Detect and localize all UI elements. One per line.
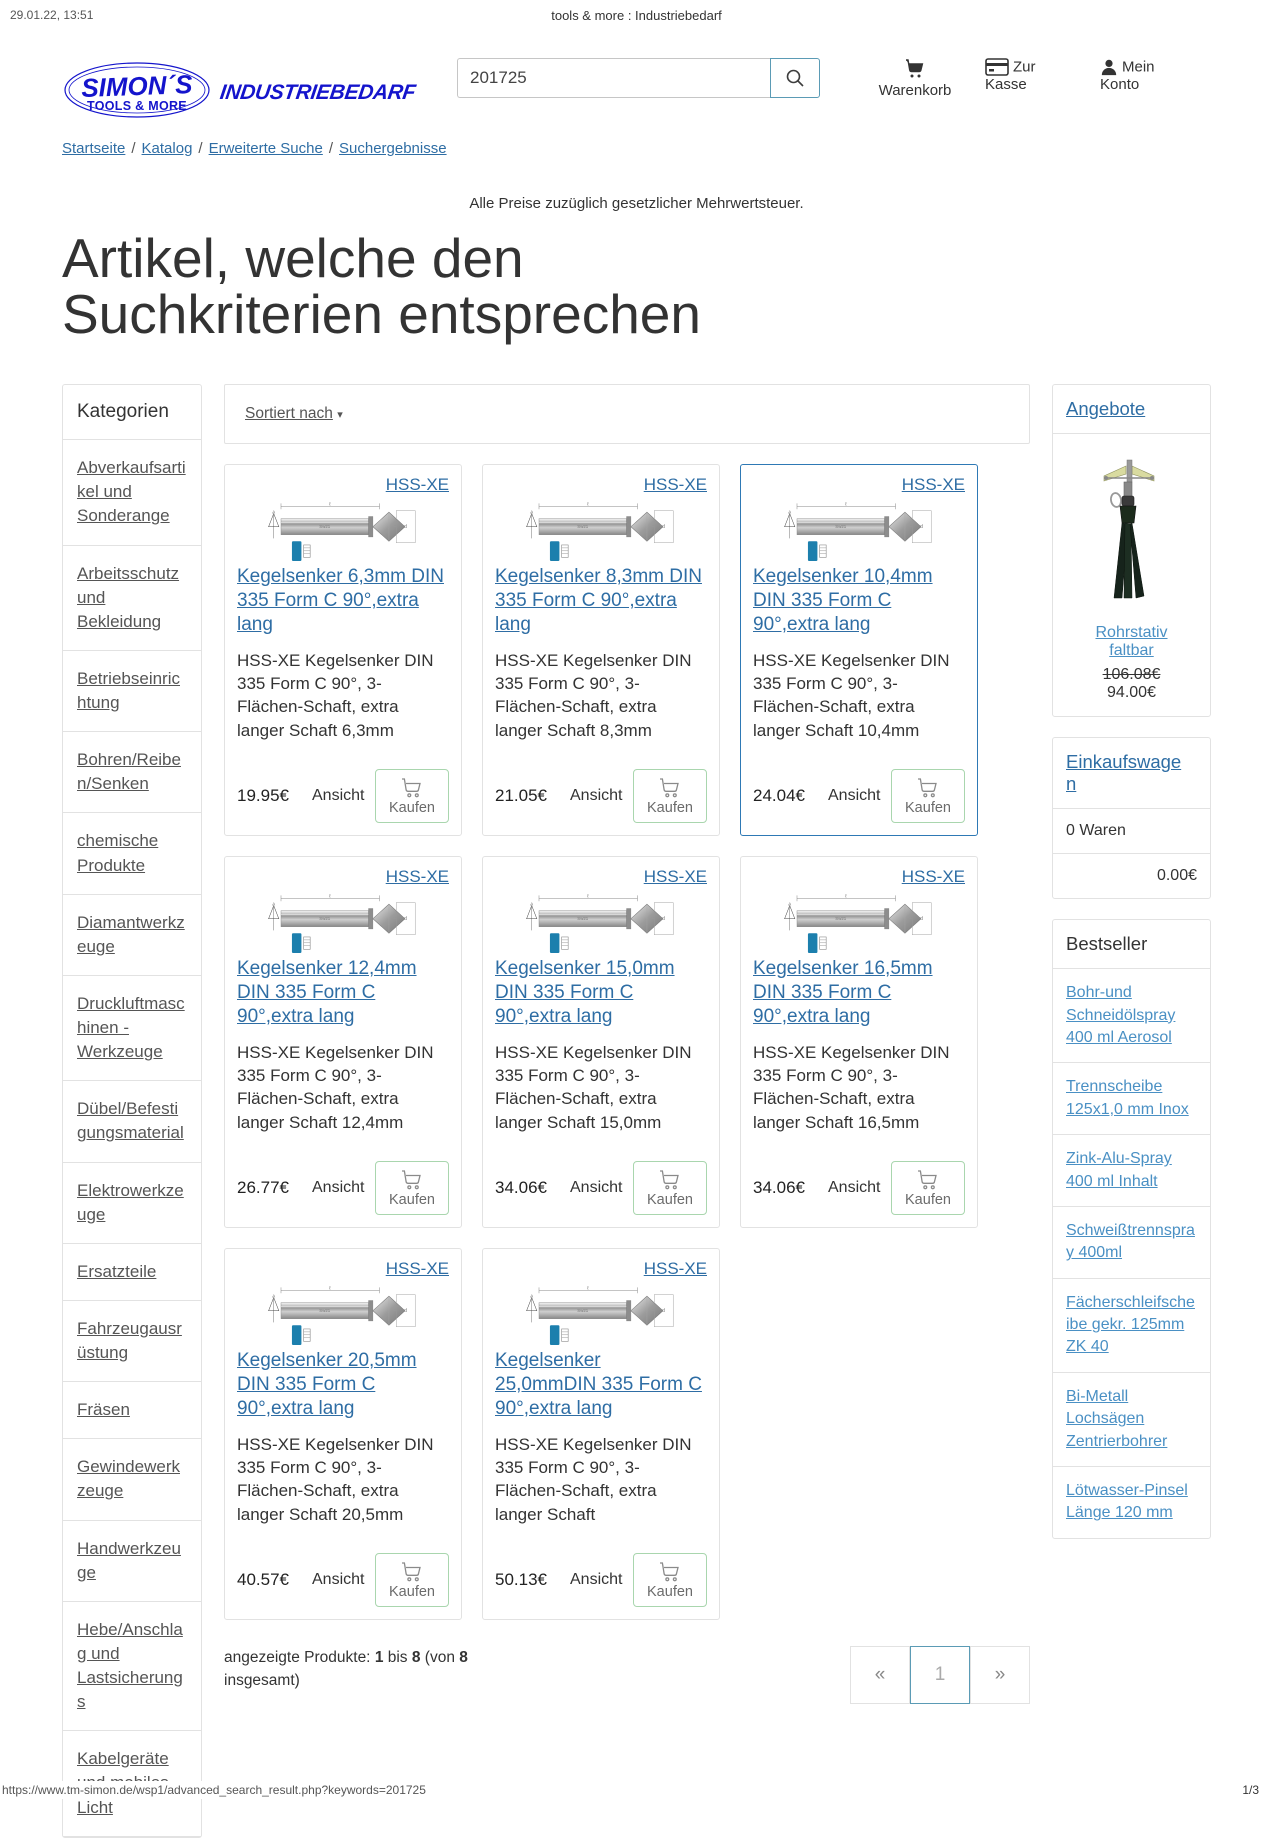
svg-text:INDUSTRIEBEDARF: INDUSTRIEBEDARF <box>219 81 419 104</box>
svg-text:SIMON´S: SIMON´S <box>81 69 194 103</box>
svg-text:TOOLS & MORE: TOOLS & MORE <box>87 99 187 113</box>
